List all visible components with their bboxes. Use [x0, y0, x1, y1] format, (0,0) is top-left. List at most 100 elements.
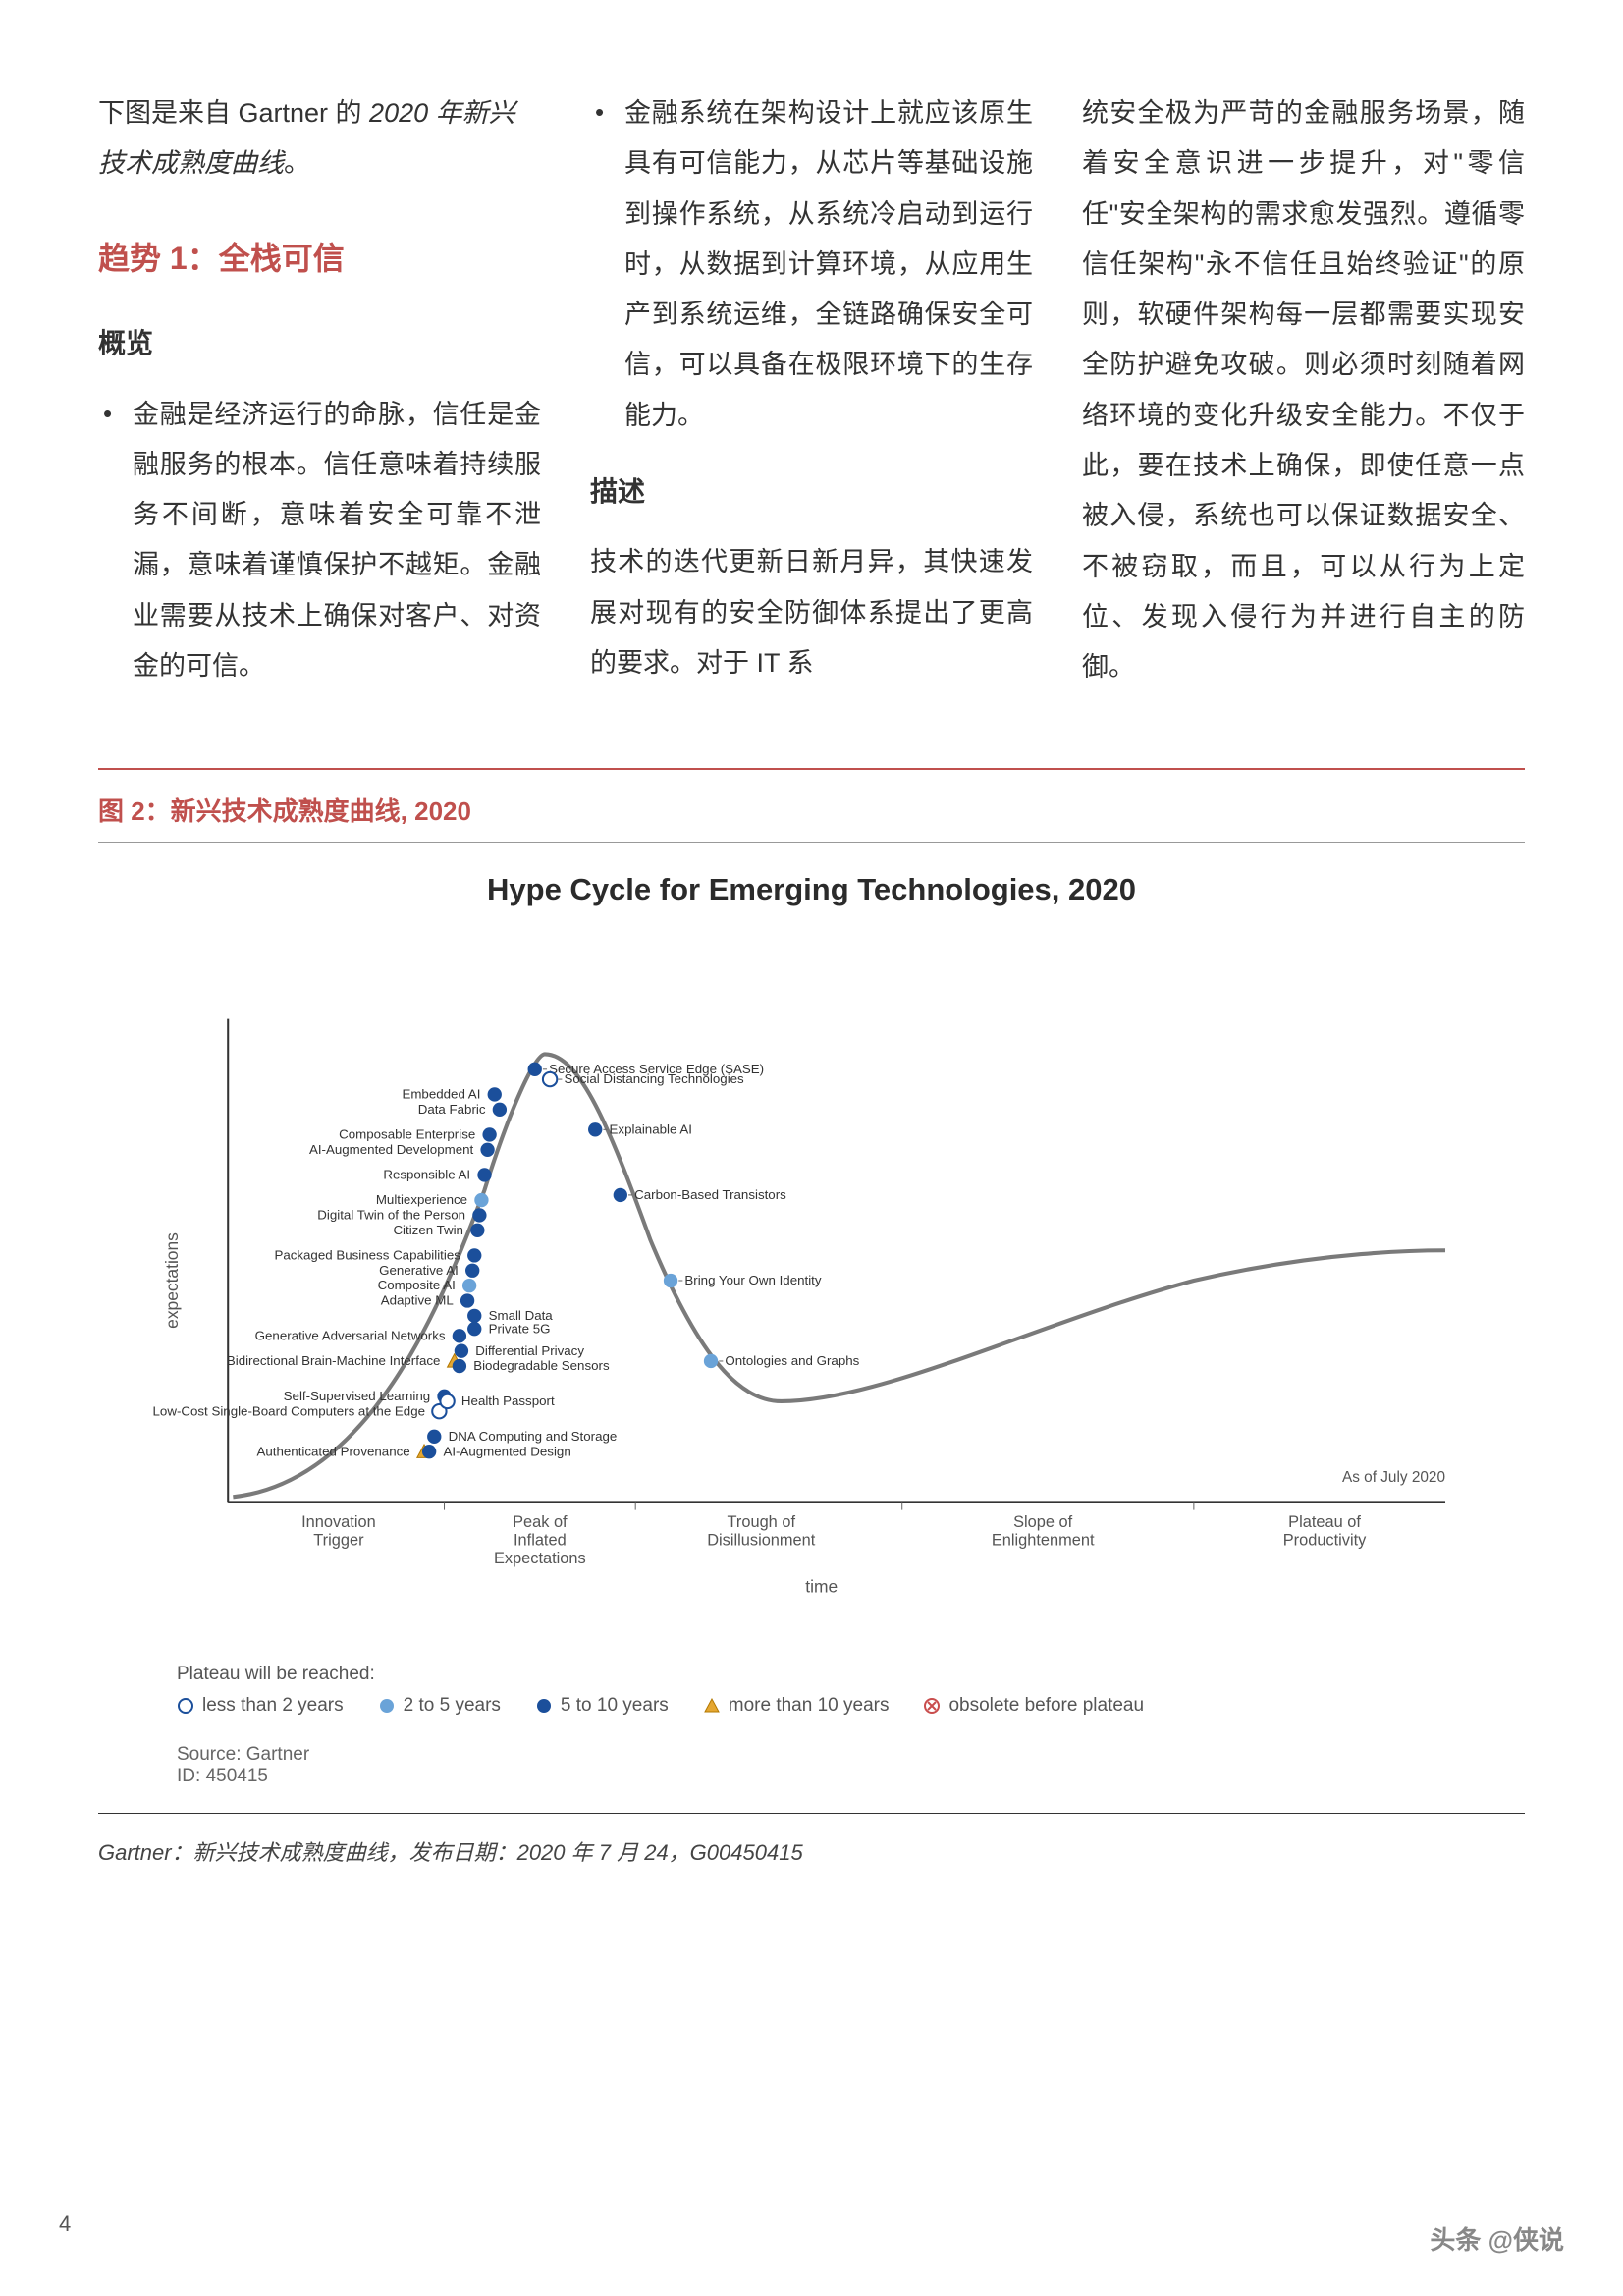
figure-caption: 图 2：新兴技术成熟度曲线, 2020 — [98, 782, 1525, 843]
chart-point — [477, 1169, 491, 1182]
legend-section: Plateau will be reached: less than 2 yea… — [98, 1654, 1525, 1736]
legend-label: obsolete before plateau — [948, 1695, 1144, 1717]
legend-item: 2 to 5 years — [378, 1695, 501, 1717]
chart-point-label: Health Passport — [461, 1394, 555, 1408]
chart-point-label: AI-Augmented Design — [443, 1445, 570, 1459]
chart-point-label: Multiexperience — [376, 1192, 467, 1207]
chart-point — [462, 1279, 476, 1292]
phase-label: Disillusionment — [707, 1532, 816, 1550]
chart-point — [488, 1088, 502, 1102]
chart-point-label: Biodegradable Sensors — [473, 1359, 610, 1374]
chart-point-label: Bidirectional Brain-Machine Interface — [227, 1353, 441, 1368]
phase-label: Slope of — [1013, 1513, 1073, 1531]
page-number: 4 — [59, 2212, 71, 2237]
chart-point — [440, 1394, 454, 1408]
figure-block: 图 2：新兴技术成熟度曲线, 2020 Hype Cycle for Emerg… — [98, 768, 1525, 1867]
legend-marker-icon — [535, 1697, 553, 1715]
chart-title: Hype Cycle for Emerging Technologies, 20… — [137, 872, 1486, 907]
phase-label: Peak of — [513, 1513, 568, 1531]
hype-cycle-chart: expectations time As of July 2020 Innova… — [137, 927, 1486, 1634]
watermark: 头条 @侠说 — [1430, 2220, 1564, 2257]
phase-label: Inflated — [514, 1532, 567, 1550]
chart-point-label: Generative Adversarial Networks — [255, 1329, 446, 1343]
phase-label: Trough of — [728, 1513, 796, 1531]
source-text: Source: Gartner — [177, 1744, 309, 1765]
chart-point — [465, 1264, 479, 1278]
chart-point — [543, 1072, 557, 1086]
chart-point-label: Composable Enterprise — [339, 1127, 475, 1142]
chart-point — [422, 1445, 436, 1458]
chart-point-label: Explainable AI — [610, 1122, 692, 1137]
source-id: ID: 450415 — [177, 1766, 268, 1786]
chart-point-label: Packaged Business Capabilities — [274, 1248, 460, 1263]
chart-point-label: Generative AI — [379, 1263, 459, 1278]
legend-item: less than 2 years — [177, 1695, 344, 1717]
intro-pre: 下图是来自 Gartner 的 — [98, 98, 369, 128]
chart-point-label: DNA Computing and Storage — [449, 1429, 618, 1444]
chart-point — [427, 1430, 441, 1444]
chart-point-label: Digital Twin of the Person — [317, 1208, 465, 1223]
chart-point — [614, 1188, 627, 1202]
column-3: 统安全极为严苛的金融服务场景，随着安全意识进一步提升，对"零信任"安全架构的需求… — [1082, 88, 1525, 709]
chart-point — [588, 1122, 602, 1136]
chart-point-label: Adaptive ML — [381, 1293, 454, 1308]
legend-item: 5 to 10 years — [535, 1695, 669, 1717]
legend-marker-icon — [923, 1697, 941, 1715]
chart-point — [467, 1322, 481, 1336]
col3-para: 统安全极为严苛的金融服务场景，随着安全意识进一步提升，对"零信任"安全架构的需求… — [1082, 88, 1525, 693]
chart-point — [472, 1209, 486, 1223]
citation: Gartner：新兴技术成熟度曲线，发布日期：2020 年 7 月 24，G00… — [98, 1835, 1525, 1867]
chart-point-label: Citizen Twin — [393, 1223, 463, 1237]
col1-bullets: 金融是经济运行的命脉，信任是金融服务的根本。信任意味着持续服务不间断，意味着安全… — [98, 390, 541, 692]
overview-label: 概览 — [98, 317, 541, 369]
as-of-label: As of July 2020 — [1342, 1469, 1445, 1486]
chart-point-label: Ontologies and Graphs — [725, 1353, 859, 1368]
column-2: 金融系统在架构设计上就应该原生具有可信能力，从芯片等基础设施到操作系统，从系统冷… — [590, 88, 1033, 709]
chart-point-label: Responsible AI — [383, 1168, 470, 1182]
chart-point — [467, 1309, 481, 1323]
chart-point-label: Social Distancing Technologies — [564, 1072, 744, 1087]
phase-label: Trigger — [313, 1532, 364, 1550]
x-axis-label: time — [805, 1577, 838, 1597]
legend-label: less than 2 years — [202, 1695, 344, 1717]
intro-post: 。 — [284, 148, 310, 178]
chart-point — [480, 1143, 494, 1157]
chart-point — [474, 1193, 488, 1207]
chart-point-label: AI-Augmented Development — [309, 1142, 474, 1157]
phase-label: Innovation — [301, 1513, 376, 1531]
phase-label: Productivity — [1283, 1532, 1367, 1550]
col1-bullet-1: 金融是经济运行的命脉，信任是金融服务的根本。信任意味着持续服务不间断，意味着安全… — [98, 390, 541, 692]
chart-wrapper: Hype Cycle for Emerging Technologies, 20… — [98, 843, 1525, 1654]
col2-desc-para: 技术的迭代更新日新月异，其快速发展对现有的安全防御体系提出了更高的要求。对于 I… — [590, 537, 1033, 688]
figure-rule-top — [98, 768, 1525, 770]
legend-row: less than 2 years 2 to 5 years 5 to 10 yea… — [177, 1695, 1486, 1717]
chart-point-label: Differential Privacy — [475, 1343, 584, 1358]
legend-label: 2 to 5 years — [404, 1695, 501, 1717]
legend-title: Plateau will be reached: — [177, 1664, 1486, 1685]
legend-label: more than 10 years — [729, 1695, 890, 1717]
chart-point-label: Low-Cost Single-Board Computers at the E… — [153, 1404, 426, 1419]
legend-marker-icon — [177, 1697, 194, 1715]
legend-item: obsolete before plateau — [923, 1695, 1144, 1717]
chart-point-label: Composite AI — [378, 1279, 456, 1293]
chart-point — [664, 1274, 677, 1287]
legend-marker-icon — [378, 1697, 396, 1715]
chart-point — [467, 1249, 481, 1263]
phase-label: Plateau of — [1288, 1513, 1361, 1531]
legend-marker-icon — [703, 1697, 721, 1715]
phase-label: Enlightenment — [992, 1532, 1095, 1550]
trend-heading: 趋势 1：全栈可信 — [98, 229, 541, 289]
chart-point — [460, 1294, 474, 1308]
phase-label: Expectations — [494, 1550, 586, 1567]
chart-point — [704, 1354, 718, 1368]
chart-point — [528, 1063, 542, 1076]
chart-point — [493, 1103, 507, 1117]
chart-point-label: Carbon-Based Transistors — [634, 1187, 786, 1202]
chart-point — [482, 1128, 496, 1142]
column-1: 下图是来自 Gartner 的 2020 年新兴技术成熟度曲线。 趋势 1：全栈… — [98, 88, 541, 709]
chart-point — [455, 1344, 468, 1358]
chart-point — [453, 1330, 466, 1343]
col2-bullets: 金融系统在架构设计上就应该原生具有可信能力，从芯片等基础设施到操作系统，从系统冷… — [590, 88, 1033, 441]
chart-point-label: Authenticated Provenance — [257, 1445, 410, 1459]
chart-point-label: Self-Supervised Learning — [284, 1389, 430, 1403]
